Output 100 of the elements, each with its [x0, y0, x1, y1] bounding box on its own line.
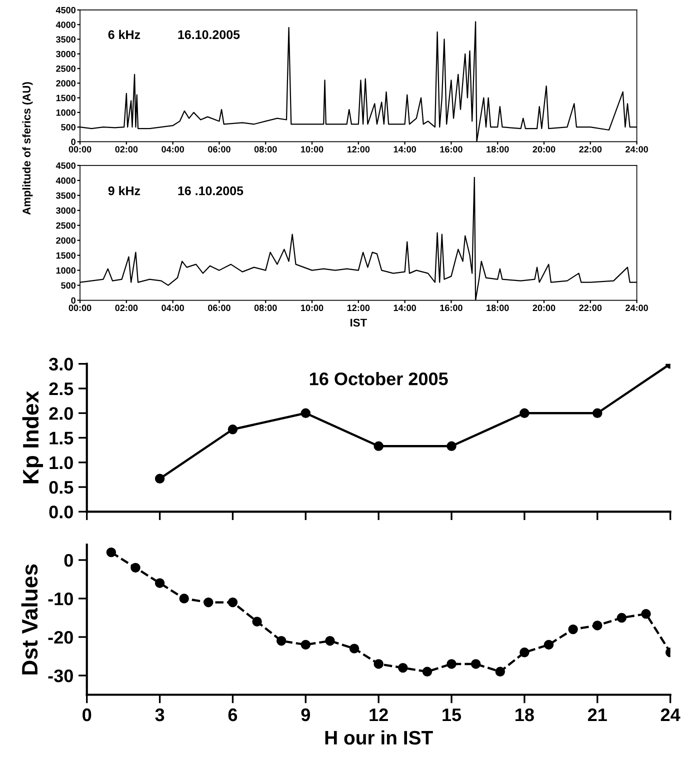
point: [349, 644, 360, 654]
point: [446, 659, 456, 669]
x-tick-label: 02:00: [115, 146, 138, 153]
x-tick-label: 24:00: [626, 146, 648, 153]
x-tick-label: 22:00: [579, 146, 602, 153]
y-tick-label: 2000: [56, 80, 76, 87]
y-tick-label: 0: [71, 297, 76, 304]
y-tick-label: 3500: [56, 192, 76, 199]
y-tick-label: 2000: [56, 237, 76, 244]
x-tick-label: 06:00: [208, 146, 230, 153]
x-tick-label: 6: [228, 708, 238, 722]
x-tick-label: 24: [660, 708, 680, 722]
x-tick-label: 08:00: [254, 146, 277, 153]
x-tick-label: 08:00: [254, 304, 277, 312]
y-tick-label: 1000: [56, 267, 76, 274]
y-tick-label: -10: [48, 592, 73, 606]
x-tick-label: 16:00: [440, 146, 462, 153]
x-tick-label: 10:00: [301, 146, 324, 153]
point: [544, 640, 554, 650]
x-tick-label: 22:00: [579, 304, 602, 312]
x-tick-label: 06:00: [208, 304, 230, 312]
y-tick-label: 1000: [56, 109, 76, 116]
y-axis-title: Dst Values: [21, 564, 38, 674]
x-tick-label: 0: [82, 708, 92, 722]
y-tick-label: 0: [71, 138, 76, 146]
point: [374, 441, 384, 452]
x-tick-label: 20:00: [532, 146, 556, 153]
point: [398, 662, 408, 673]
point: [374, 659, 384, 669]
y-tick-label: 2500: [56, 65, 76, 72]
x-tick-label: 14:00: [394, 146, 416, 153]
y-tick-label: 1.5: [50, 432, 74, 444]
x-tick-label: 00:00: [68, 146, 92, 153]
x-tick-label: 04:00: [162, 304, 184, 312]
y-tick-label: -30: [48, 669, 73, 682]
x-tick-label: 3: [155, 708, 164, 722]
y-tick-label: 4500: [56, 162, 76, 169]
x-tick-label: 21: [588, 708, 607, 722]
y-tick-label: 1500: [56, 94, 76, 102]
y-axis-title: Amplitude of sferics (AU): [22, 82, 33, 215]
y-tick-label: 3.0: [48, 358, 73, 371]
annotation: 9 kHz: [108, 186, 140, 196]
point: [422, 666, 432, 677]
x-tick-label: 12:00: [347, 146, 370, 153]
point: [592, 620, 602, 630]
x-tick-label: 18:00: [486, 304, 509, 312]
x-tick-label: 00:00: [68, 304, 92, 312]
point: [300, 640, 311, 650]
point: [228, 424, 238, 434]
point: [568, 624, 578, 634]
annotation: 16.10.2005: [178, 30, 240, 40]
point: [252, 616, 262, 626]
point: [228, 598, 238, 608]
point: [154, 474, 165, 484]
annotation: 16 .10.2005: [178, 186, 244, 196]
x-axis-title: IST: [350, 318, 367, 327]
point: [276, 636, 286, 646]
y-tick-label: -20: [48, 630, 73, 644]
y-tick-label: 3500: [56, 36, 76, 43]
point: [592, 408, 602, 418]
point: [641, 609, 651, 619]
point: [520, 648, 530, 658]
y-tick-label: 4000: [56, 22, 76, 28]
x-tick-label: 18:00: [486, 146, 509, 153]
point: [204, 598, 214, 608]
y-tick-label: 4500: [56, 6, 76, 14]
y-tick-label: 0.5: [49, 480, 74, 494]
point: [495, 666, 506, 677]
x-axis-title: H our in IST: [325, 730, 433, 745]
x-tick-label: 16:00: [440, 304, 462, 312]
x-tick-label: 12:00: [347, 304, 370, 312]
y-tick-label: 4000: [56, 177, 76, 184]
y-tick-label: 2500: [56, 222, 76, 229]
point: [616, 612, 627, 623]
x-tick-label: 18: [516, 708, 534, 722]
point: [154, 578, 165, 588]
y-tick-label: 500: [61, 124, 76, 130]
point: [470, 659, 481, 669]
x-tick-label: 12: [370, 708, 388, 722]
y-axis-title: Kp Index: [22, 391, 44, 484]
point: [130, 562, 140, 573]
point: [520, 408, 530, 418]
x-tick-label: 14:00: [394, 304, 416, 312]
point: [179, 594, 189, 604]
chart-title: 16 October 2005: [310, 372, 448, 386]
x-tick-label: 10:00: [301, 304, 324, 312]
y-tick-label: 500: [61, 282, 76, 289]
x-tick-label: 02:00: [115, 304, 138, 312]
y-tick-label: 1500: [56, 252, 76, 259]
x-tick-label: 24:00: [626, 304, 648, 312]
annotation: 6 kHz: [108, 30, 140, 40]
x-tick-label: 04:00: [162, 146, 184, 153]
y-tick-label: 0.0: [49, 506, 73, 518]
y-tick-label: 3000: [56, 207, 76, 214]
point: [325, 636, 335, 646]
x-tick-label: 20:00: [532, 304, 556, 312]
point: [106, 547, 116, 558]
y-tick-label: 2.5: [49, 382, 74, 396]
x-tick-label: 15: [442, 708, 462, 722]
point: [300, 408, 311, 418]
